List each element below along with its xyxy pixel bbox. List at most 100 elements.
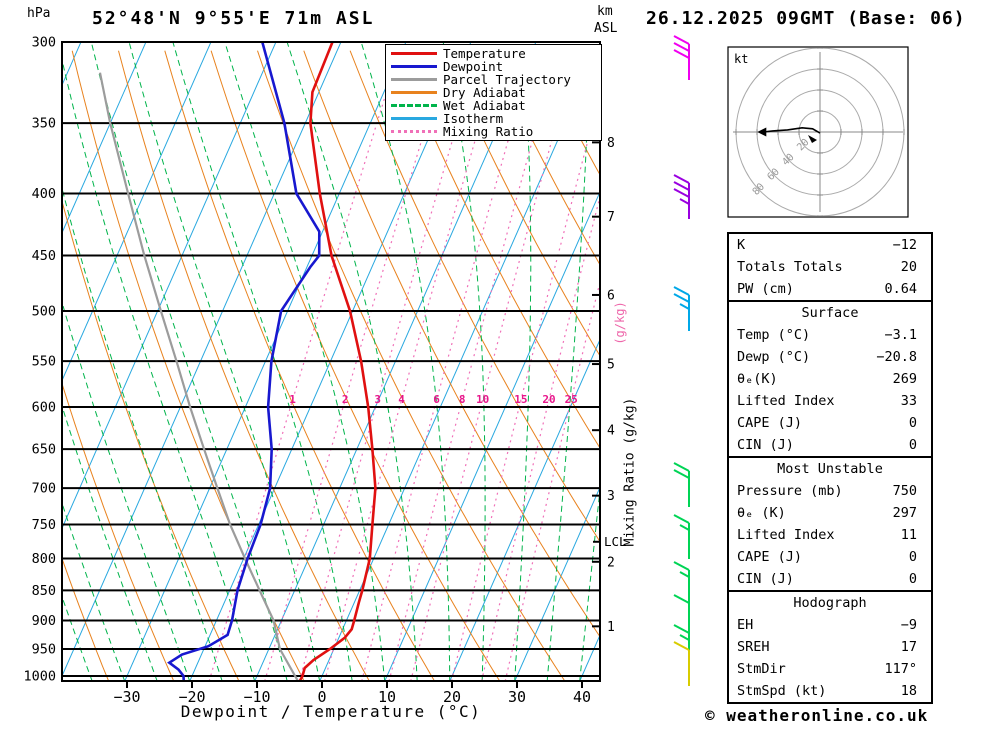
table-row-label: SREH — [737, 639, 770, 655]
table-row: SREH 17 — [729, 636, 931, 658]
wind-barb — [673, 462, 690, 507]
hodograph-wind-trace — [763, 126, 821, 134]
table-row-value: 750 — [892, 483, 917, 499]
table-row-value: 269 — [892, 371, 917, 387]
wind-barb — [673, 35, 690, 80]
svg-text:10: 10 — [378, 688, 396, 706]
table-row: θₑ(K) 269 — [729, 368, 931, 390]
legend-line-sample-dewpoint — [391, 65, 437, 68]
svg-text:4: 4 — [607, 424, 615, 439]
svg-text:400: 400 — [32, 186, 56, 202]
legend-line-sample-isotherm — [391, 117, 437, 120]
svg-text:6: 6 — [433, 393, 440, 406]
wind-barb — [673, 286, 690, 331]
svg-text:7: 7 — [607, 210, 615, 225]
table-row-label: CAPE (J) — [737, 549, 803, 565]
legend-item-label: Dry Adiabat — [443, 85, 526, 100]
table-row-label: PW (cm) — [737, 281, 794, 297]
wind-barb — [673, 514, 690, 559]
pressure-axis-unit: hPa — [27, 6, 51, 21]
table-row: CIN (J) 0 — [729, 568, 931, 590]
svg-text:−10: −10 — [243, 688, 270, 706]
svg-text:4: 4 — [398, 393, 405, 406]
table-row: Lifted Index 33 — [729, 390, 931, 412]
table-row: Lifted Index 11 — [729, 524, 931, 546]
svg-text:450: 450 — [32, 248, 56, 264]
legend-item-label: Wet Adiabat — [443, 98, 526, 113]
svg-text:20: 20 — [542, 393, 555, 406]
mixing-ratio-value-labels: 1 2 3 4 6 8 10 15 20 25 — [289, 393, 578, 406]
hodograph-trace-arrowhead — [757, 127, 767, 137]
table-row: CIN (J) 0 — [729, 434, 931, 456]
svg-text:8: 8 — [459, 393, 466, 406]
svg-text:700: 700 — [32, 481, 56, 497]
copyright: © weatheronline.co.uk — [705, 706, 929, 725]
temperature-axis-label: Dewpoint / Temperature (°C) — [180, 702, 482, 721]
table-row-value: 33 — [900, 393, 917, 409]
station-title: 52°48'N 9°55'E 71m ASL — [92, 8, 375, 29]
legend-item-label: Temperature — [443, 46, 526, 61]
hodograph-unit-label: kt — [734, 52, 749, 66]
wind-barb — [673, 174, 690, 219]
svg-text:350: 350 — [32, 116, 56, 132]
legend-item-label: Mixing Ratio — [443, 124, 534, 139]
table-row-label: StmDir — [737, 661, 786, 677]
svg-text:1000: 1000 — [23, 669, 56, 685]
table-row-label: StmSpd (kt) — [737, 683, 827, 699]
legend-item: Dewpoint — [386, 60, 601, 73]
table-section-header: Most Unstable — [729, 456, 931, 480]
table-row-label: CAPE (J) — [737, 415, 803, 431]
table-row: θₑ (K) 297 — [729, 502, 931, 524]
table-row-label: Pressure (mb) — [737, 483, 843, 499]
mixing-ratio-axis-label: Mixing Ratio (g/kg) — [622, 397, 638, 547]
axis-labels: 3003504004505005506006507007508008509009… — [23, 35, 615, 707]
table-row-value: 0 — [908, 571, 917, 587]
legend-item-label: Parcel Trajectory — [443, 72, 571, 87]
table-row-value: 0 — [908, 415, 917, 431]
table-row-value: 117° — [884, 661, 917, 677]
svg-text:1: 1 — [289, 393, 296, 406]
legend-line-sample-dry-adiabat — [391, 91, 437, 94]
table-row-value: 20 — [900, 259, 917, 275]
table-row-value: −3.1 — [884, 327, 917, 343]
altitude-axis-unit-asl: ASL — [594, 21, 618, 36]
svg-text:20: 20 — [443, 688, 461, 706]
legend-line-sample-wet-adiabat — [391, 104, 437, 107]
table-row-label: CIN (J) — [737, 571, 794, 587]
table-row: CAPE (J) 0 — [729, 546, 931, 568]
table-row-value: −9 — [900, 617, 917, 633]
parcel-trajectory-curve — [98, 72, 299, 680]
table-row: CAPE (J) 0 — [729, 412, 931, 434]
table-row-label: EH — [737, 617, 754, 633]
legend-item: Mixing Ratio — [386, 125, 601, 138]
svg-text:30: 30 — [508, 688, 526, 706]
datetime-title: 26.12.2025 09GMT (Base: 06) — [646, 8, 966, 29]
table-row-label: θₑ(K) — [737, 371, 778, 387]
table-row-value: −12 — [892, 237, 917, 253]
table-row: Temp (°C) −3.1 — [729, 324, 931, 346]
svg-text:750: 750 — [32, 517, 56, 533]
mixing-ratio-unit-label: (g/kg) — [613, 301, 627, 345]
legend-line-sample-parcel-trajectory — [391, 78, 437, 81]
table-row: Totals Totals 20 — [729, 256, 931, 278]
table-row: EH −9 — [729, 614, 931, 636]
table-row-value: 11 — [900, 527, 917, 543]
legend-item: Temperature — [386, 47, 601, 60]
table-row-value: 297 — [892, 505, 917, 521]
wind-barbs — [673, 35, 690, 686]
altitude-axis-unit-km: km — [597, 4, 613, 19]
svg-text:−20: −20 — [178, 688, 205, 706]
svg-text:3: 3 — [607, 489, 615, 504]
table-row-label: Lifted Index — [737, 527, 835, 543]
svg-text:15: 15 — [514, 393, 527, 406]
lcl-marker-label: LCL — [604, 533, 627, 549]
table-row: Dewp (°C) −20.8 — [729, 346, 931, 368]
sounding-indices-table: K −12 Totals Totals 20 PW (cm) 0.64 Surface Tem… — [727, 232, 933, 704]
table-row-label: K — [737, 237, 746, 253]
legend: Temperature Dewpoint Parcel Trajectory Dry … — [385, 44, 602, 141]
table-row-label: θₑ (K) — [737, 505, 786, 521]
svg-text:5: 5 — [607, 358, 615, 373]
